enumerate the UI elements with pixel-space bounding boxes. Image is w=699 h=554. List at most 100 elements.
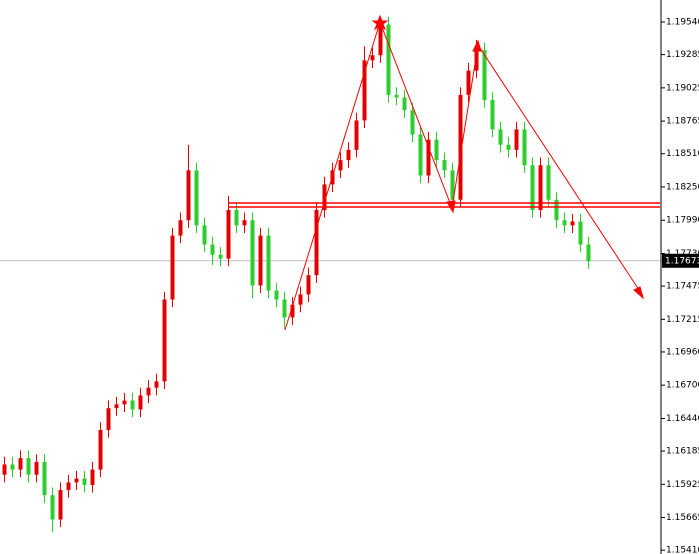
- candle-body: [578, 221, 583, 245]
- candle-body: [194, 170, 199, 226]
- candle-body: [242, 220, 247, 226]
- candle-body: [586, 244, 591, 262]
- candle-body: [138, 395, 143, 410]
- candle-body: [42, 461, 47, 496]
- drawings: [228, 14, 660, 331]
- candle-body: [58, 490, 63, 520]
- candle-body: [162, 299, 167, 382]
- y-tick-label: 1.16440: [666, 414, 699, 424]
- candle-body: [466, 70, 471, 95]
- candle-body: [370, 55, 375, 61]
- candle-body: [202, 225, 207, 245]
- arrow-head: [633, 286, 644, 300]
- candle-body: [106, 408, 111, 430]
- candle-body: [402, 97, 407, 111]
- candle-body: [338, 160, 343, 171]
- candle-body: [266, 235, 271, 291]
- candle-body: [282, 299, 287, 318]
- candle-body: [298, 294, 303, 305]
- candle-body: [2, 464, 7, 475]
- candle-body: [410, 110, 415, 135]
- y-tick-label: 1.15665: [666, 513, 699, 523]
- candle-body: [426, 139, 431, 176]
- candle-body: [554, 199, 559, 221]
- candle-body: [378, 24, 383, 56]
- candle-body: [74, 478, 79, 483]
- candle-body: [210, 244, 215, 255]
- candle-body: [418, 134, 423, 176]
- candle-body: [170, 235, 175, 300]
- candle-body: [346, 149, 351, 161]
- candle-body: [570, 221, 575, 226]
- candle-body: [250, 220, 255, 286]
- candle-body: [394, 94, 399, 98]
- y-tick-label: 1.18765: [666, 117, 699, 127]
- candle-body: [130, 400, 135, 410]
- candle-body: [546, 165, 551, 200]
- y-tick-label: 1.15925: [666, 480, 699, 490]
- current-price-label: 1.17673: [665, 256, 699, 266]
- y-tick-label: 1.19025: [666, 83, 699, 93]
- candle-body: [450, 170, 455, 200]
- y-tick-label: 1.16700: [666, 381, 699, 391]
- candle-body: [154, 381, 159, 388]
- candle-body: [218, 254, 223, 259]
- candle-body: [434, 139, 439, 161]
- candle-body: [34, 461, 39, 475]
- plot-area: [0, 16, 661, 533]
- y-tick-label: 1.15410: [666, 546, 699, 554]
- y-tick-label: 1.19540: [666, 17, 699, 27]
- candle-body: [362, 60, 367, 121]
- candle-body: [50, 495, 55, 520]
- candle-body: [458, 94, 463, 200]
- price-axis: 1.19540 1.19285 1.19025 1.18765 1.18510 1.182…: [660, 0, 699, 554]
- y-tick-label: 1.17215: [666, 315, 699, 325]
- candle-body: [90, 469, 95, 485]
- candle-body: [530, 165, 535, 210]
- candle-body: [322, 184, 327, 210]
- candle-body: [490, 100, 495, 130]
- y-tick-label: 1.18510: [666, 149, 699, 159]
- candle-body: [178, 220, 183, 236]
- y-tick-label: 1.19285: [666, 50, 699, 60]
- y-tick-label: 1.18250: [666, 182, 699, 192]
- candle-body: [514, 129, 519, 150]
- candle-body: [522, 129, 527, 166]
- candle-body: [234, 209, 239, 226]
- candle-body: [114, 404, 119, 409]
- current-price-box: [662, 253, 699, 268]
- candle-body: [82, 478, 87, 485]
- candle-body: [26, 458, 31, 475]
- candle-body: [122, 400, 127, 405]
- candle-body: [474, 50, 479, 71]
- candle-body: [306, 275, 311, 295]
- candle-body: [386, 24, 391, 95]
- candle-body: [18, 458, 23, 470]
- candle-body: [10, 464, 15, 470]
- candle-body: [290, 304, 295, 318]
- candle-body: [186, 170, 191, 221]
- y-tick-label: 1.16960: [666, 347, 699, 357]
- candle-body: [258, 235, 263, 286]
- y-tick-label: 1.16185: [666, 447, 699, 457]
- star-marker: [371, 14, 389, 31]
- candle-body: [482, 50, 487, 101]
- candle-body: [274, 290, 279, 300]
- candle-body: [538, 165, 543, 210]
- arrow-head: [472, 39, 482, 52]
- arrow-head: [446, 200, 456, 214]
- candle-body: [66, 482, 71, 491]
- candle-body: [354, 120, 359, 150]
- candle-body: [146, 387, 151, 396]
- candle-body: [314, 209, 319, 276]
- candle-body: [442, 160, 447, 171]
- candle-body: [98, 429, 103, 470]
- candle-body: [498, 129, 503, 145]
- candle-body: [562, 220, 567, 226]
- y-tick-label: 1.17990: [666, 216, 699, 226]
- zigzag: [284, 20, 644, 331]
- candle-body: [506, 144, 511, 150]
- y-tick-label: 1.17475: [666, 282, 699, 292]
- candle-body: [226, 209, 231, 259]
